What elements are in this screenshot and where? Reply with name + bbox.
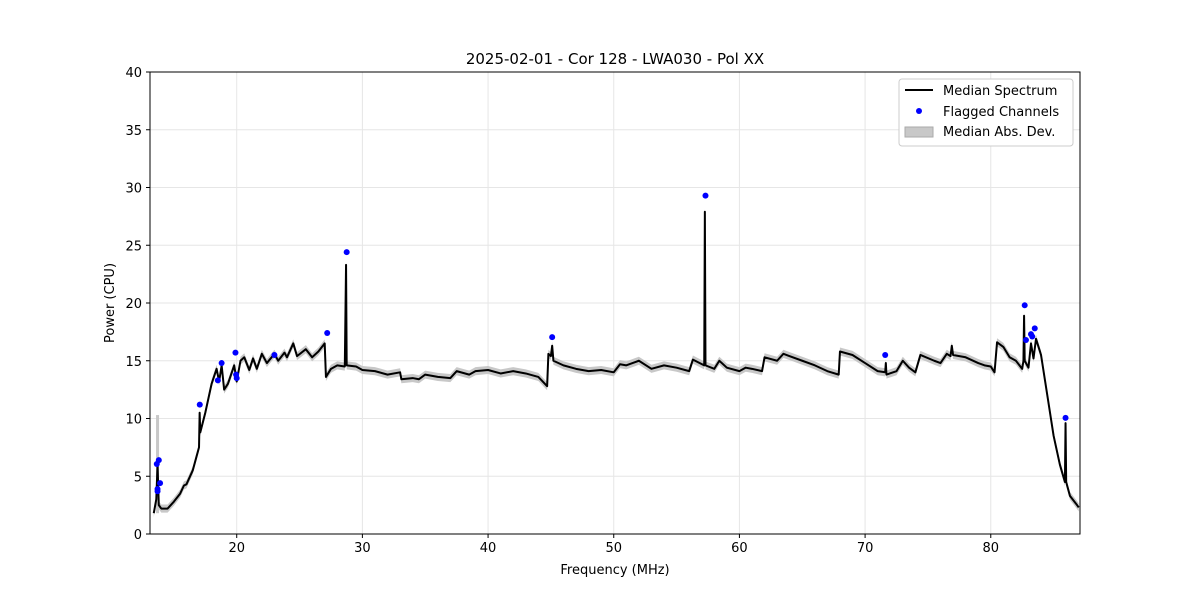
y-tick-label: 10: [125, 413, 142, 428]
legend-mad-label: Median Abs. Dev.: [943, 125, 1055, 140]
flagged-channel-point: [218, 360, 225, 367]
y-tick-label: 20: [125, 297, 142, 312]
legend: Median Spectrum Flagged Channels Median …: [898, 78, 1074, 147]
flagged-channel-point: [155, 457, 162, 464]
x-tick-label: 60: [731, 541, 748, 556]
legend-median-label: Median Spectrum: [943, 84, 1057, 99]
legend-flagged-swatch: [916, 108, 922, 114]
flagged-channel-point: [196, 401, 203, 408]
y-tick-label: 5: [134, 470, 142, 485]
x-tick-label: 30: [354, 541, 371, 556]
x-tick-label: 50: [605, 541, 622, 556]
flagged-channel-point: [1029, 333, 1036, 340]
y-tick-label: 25: [125, 239, 142, 254]
flagged-channel-point: [324, 330, 331, 337]
flagged-channel-point: [1021, 302, 1028, 309]
y-tick-label: 30: [125, 182, 142, 197]
mad-band-area: [153, 207, 1079, 518]
median-line: [152, 210, 1080, 514]
flagged-points: [153, 192, 1069, 495]
flagged-channel-point: [232, 349, 239, 356]
x-tick-label: 40: [480, 541, 497, 556]
flagged-channel-point: [343, 249, 350, 256]
x-tick-label: 80: [982, 541, 999, 556]
chart-title: 2025-02-01 - Cor 128 - LWA030 - Pol XX: [466, 50, 764, 68]
flagged-channel-point: [1022, 336, 1029, 343]
flagged-channel-point: [271, 351, 278, 358]
flagged-channel-point: [882, 351, 889, 358]
y-tick-label: 35: [125, 124, 142, 139]
flagged-channel-point: [154, 488, 161, 495]
flagged-channel-point: [1031, 325, 1038, 332]
legend-flagged-label: Flagged Channels: [943, 105, 1059, 120]
x-tick-label: 20: [228, 541, 245, 556]
y-tick-label: 40: [125, 66, 142, 81]
flagged-channel-point: [1062, 414, 1069, 421]
legend-box: [898, 78, 1074, 147]
median-spectrum-line: [152, 210, 1080, 514]
flagged-channel-point: [157, 480, 164, 487]
flagged-channel-point: [233, 371, 240, 378]
legend-mad-swatch: [904, 126, 934, 138]
axis-ticks: 20 30 40 50 60 70 80 0 5 10 15 20 25 30 35 40: [125, 66, 999, 556]
grid: [150, 71, 1080, 535]
x-axis-label: Frequency (MHz): [560, 563, 669, 578]
flagged-channel-point: [549, 334, 556, 341]
y-axis-label: Power (CPU): [103, 263, 118, 343]
y-tick-label: 15: [125, 355, 142, 370]
flagged-channel-point: [214, 377, 221, 384]
x-tick-label: 70: [857, 541, 874, 556]
flagged-channel-point: [702, 192, 709, 199]
y-tick-label: 0: [134, 528, 142, 543]
